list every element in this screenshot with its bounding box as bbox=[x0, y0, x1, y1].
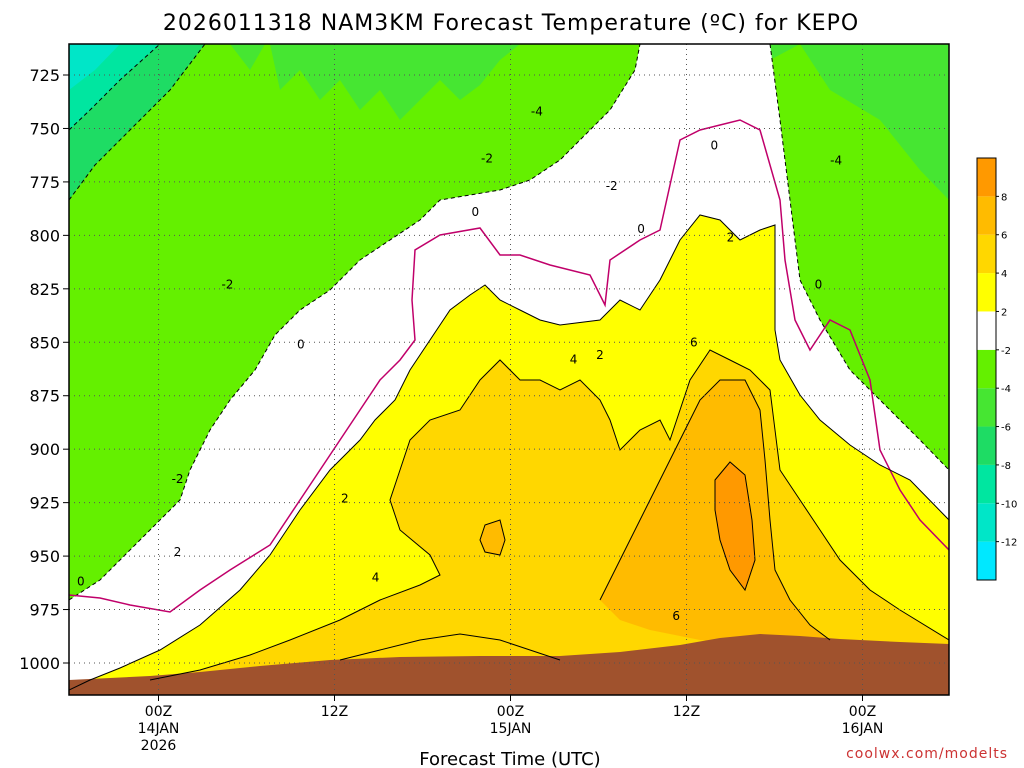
colorbar-label: -4 bbox=[1001, 384, 1011, 395]
contour-label: 2 bbox=[174, 545, 182, 559]
contour-minus10 bbox=[69, 44, 161, 131]
contour-label: 0 bbox=[297, 337, 305, 351]
colorbar: -12 -10 -8 -6 -4 -2 2 4 6 8 bbox=[976, 157, 1017, 581]
contour-2 bbox=[69, 214, 949, 691]
colorbar-label: -8 bbox=[1001, 461, 1011, 472]
y-tick-label: 925 bbox=[29, 494, 60, 513]
colorbar-swatch bbox=[977, 273, 996, 312]
terrain-surface bbox=[69, 634, 949, 695]
contour-6-surface bbox=[339, 633, 561, 661]
contour-8 bbox=[714, 461, 756, 592]
y-tick-label: 750 bbox=[29, 119, 60, 138]
colorbar-swatch bbox=[977, 541, 996, 580]
credit-text: coolwx.com/modelts bbox=[846, 746, 1008, 762]
colorbar-swatch bbox=[977, 234, 996, 274]
y-tick-label: 850 bbox=[29, 333, 60, 352]
x-tick-label: 2026 bbox=[141, 738, 177, 754]
colorbar-swatch bbox=[977, 196, 996, 235]
colorbar-label: -10 bbox=[1001, 499, 1017, 510]
band-minus4-minus2 bbox=[69, 44, 640, 600]
contour-label: 6 bbox=[690, 335, 698, 349]
band-minus4-minus2-right bbox=[770, 44, 949, 470]
contour-label: 2 bbox=[727, 231, 735, 245]
y-tick-label: 950 bbox=[29, 547, 60, 566]
contour-6-pocket bbox=[479, 519, 506, 556]
colorbar-label: 8 bbox=[1001, 192, 1007, 203]
colorbar-label: 2 bbox=[1001, 307, 1007, 318]
x-tick-label: 12Z bbox=[321, 704, 348, 720]
y-tick-label: 775 bbox=[29, 173, 60, 192]
y-axis: 725 750 775 800 825 850 875 900 925 950 975 1000 bbox=[19, 66, 69, 673]
contour-label: 2 bbox=[341, 491, 349, 505]
y-tick-label: 875 bbox=[29, 387, 60, 406]
grid-lines bbox=[69, 44, 949, 695]
contour-label: 0 bbox=[637, 222, 645, 236]
contour-label: -2 bbox=[606, 179, 618, 193]
band-minus12-minus10 bbox=[69, 44, 120, 90]
x-axis-title: Forecast Time (UTC) bbox=[419, 749, 600, 768]
contour-zero bbox=[69, 119, 949, 613]
plot-frame bbox=[68, 43, 950, 696]
y-tick-label: 800 bbox=[29, 226, 60, 245]
colorbar-swatch bbox=[977, 349, 996, 389]
contour-minus8 bbox=[69, 44, 206, 201]
x-tick-label: 12Z bbox=[673, 704, 700, 720]
colorbar-swatch bbox=[977, 426, 996, 465]
colorbar-label: -6 bbox=[1001, 423, 1011, 434]
contour-label: -2 bbox=[172, 472, 184, 486]
contour-6 bbox=[599, 379, 831, 641]
colorbar-label: 6 bbox=[1001, 231, 1007, 242]
y-tick-label: 825 bbox=[29, 280, 60, 299]
chart-title: 2026011318 NAM3KM Forecast Temperature (… bbox=[163, 11, 859, 36]
contour-label: -4 bbox=[531, 104, 543, 118]
contour-label: 0 bbox=[77, 575, 85, 589]
contour-label: 0 bbox=[471, 205, 479, 219]
x-tick-label: 16JAN bbox=[842, 721, 884, 737]
contour-4 bbox=[149, 349, 949, 681]
band-8-10 bbox=[715, 462, 755, 590]
colorbar-swatch bbox=[977, 388, 996, 427]
colorbar-label: 4 bbox=[1001, 269, 1007, 280]
contour-label: -2 bbox=[481, 151, 493, 165]
contour-label: -2 bbox=[221, 278, 233, 292]
colorbar-label: -12 bbox=[1001, 538, 1017, 549]
x-tick-label: 14JAN bbox=[138, 721, 180, 737]
colorbar-frame bbox=[976, 157, 997, 581]
contour-label: 0 bbox=[711, 139, 719, 153]
x-tick-label: 15JAN bbox=[490, 721, 532, 737]
contour-minus2 bbox=[69, 44, 641, 601]
colorbar-swatch bbox=[977, 503, 996, 542]
x-tick-label: 00Z bbox=[497, 704, 524, 720]
band-6-8-pocket bbox=[480, 520, 505, 555]
contour-minus2-right bbox=[769, 44, 949, 471]
contour-labels: -4 -2 0 -2 0 0 2 0 -4 -2 0 -2 2 0 2 4 4 2 6 6 bbox=[77, 104, 842, 623]
colorbar-swatch bbox=[977, 158, 996, 197]
contour-label: -4 bbox=[830, 154, 842, 168]
contour-label: 2 bbox=[596, 348, 604, 362]
contour-label: 4 bbox=[570, 352, 578, 366]
contour-label: 4 bbox=[372, 570, 380, 584]
colorbar-swatch bbox=[977, 464, 996, 504]
colorbar-swatch bbox=[977, 311, 996, 350]
colorbar-label: -2 bbox=[1001, 346, 1011, 357]
contour-label: 0 bbox=[815, 278, 823, 292]
y-tick-label: 725 bbox=[29, 66, 60, 85]
y-tick-label: 1000 bbox=[19, 654, 60, 673]
x-tick-label: 00Z bbox=[145, 704, 172, 720]
plot-area: -4 -2 0 -2 0 0 2 0 -4 -2 0 -2 2 0 2 4 4 2 6 6 bbox=[69, 44, 949, 695]
y-tick-label: 900 bbox=[29, 440, 60, 459]
contour-label: 6 bbox=[672, 609, 680, 623]
y-tick-label: 975 bbox=[29, 601, 60, 620]
x-tick-label: 00Z bbox=[849, 704, 876, 720]
